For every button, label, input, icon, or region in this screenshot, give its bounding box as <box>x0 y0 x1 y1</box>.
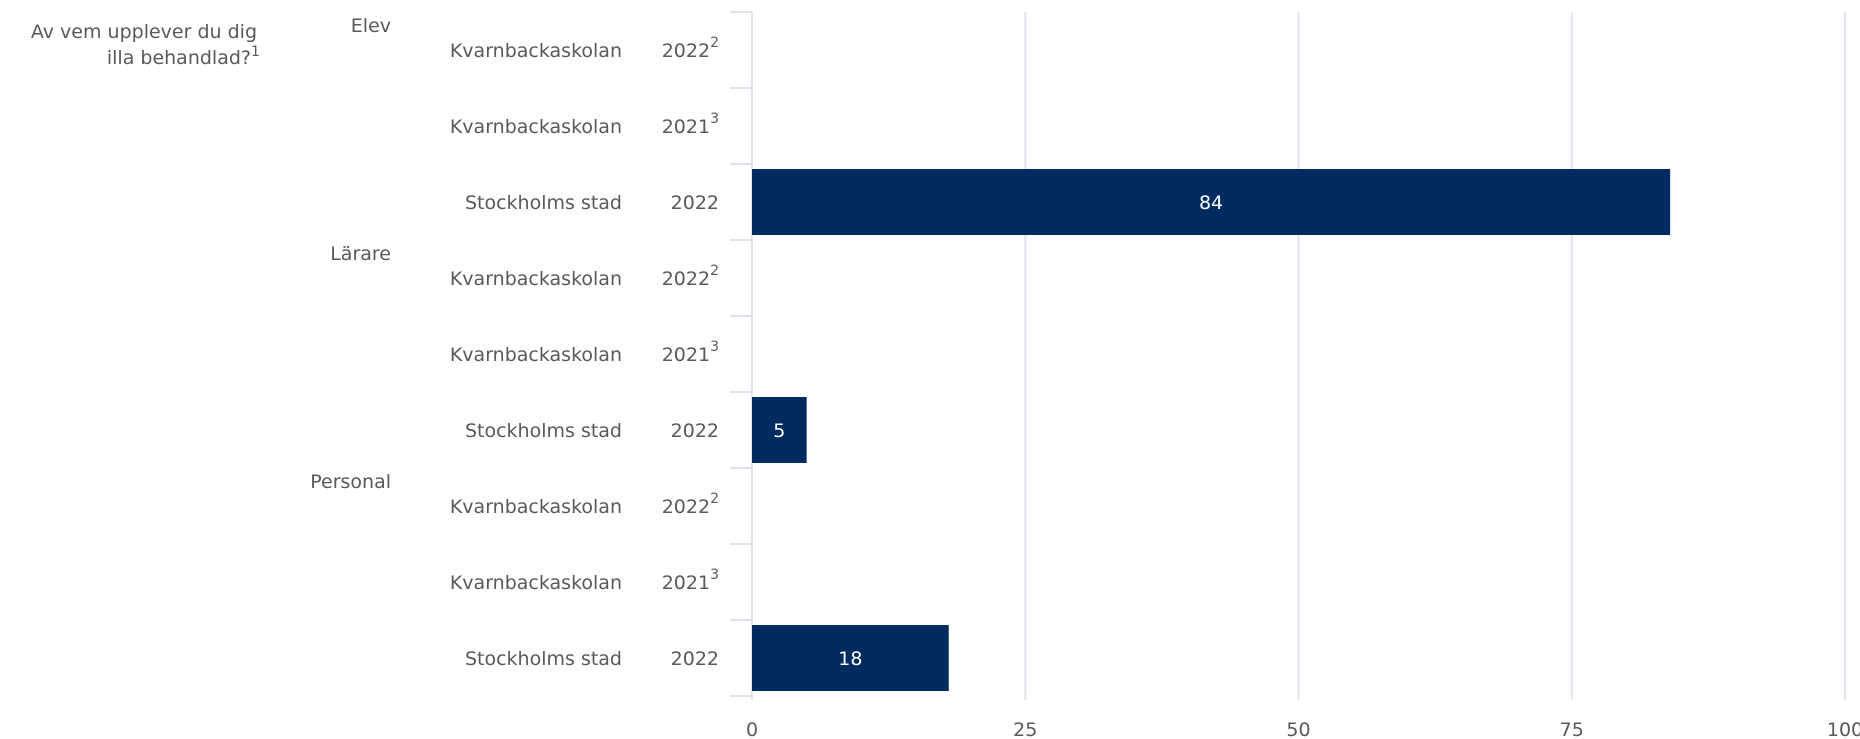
entity-label: Stockholms stad <box>465 648 622 670</box>
year-label: 20222 <box>662 491 719 518</box>
bar <box>752 397 807 463</box>
row-labels: Elev Kvarnbackaskolan 20222 Kvarnbackaskola… <box>310 15 719 670</box>
year-label: 20222 <box>662 35 719 62</box>
year-label: 20222 <box>662 263 719 290</box>
entity-label: Stockholms stad <box>465 192 622 214</box>
entity-label: Stockholms stad <box>465 420 622 442</box>
question-footnote: 1 <box>251 44 260 60</box>
question-text-line2: illa behandlad? <box>107 47 251 69</box>
x-tick-label: 25 <box>1013 719 1037 739</box>
year-label: 2022 <box>671 648 719 670</box>
entity-label: Kvarnbackaskolan <box>450 572 622 594</box>
entity-label: Kvarnbackaskolan <box>450 496 622 518</box>
x-tick-label: 0 <box>746 719 758 739</box>
x-axis-ticks: 0 25 50 75 100 <box>746 719 1860 739</box>
bar <box>752 625 949 691</box>
bar-value-label: 18 <box>838 648 862 670</box>
question-label: Av vem upplever du dig illa behandlad? 1 <box>31 21 260 69</box>
group-label: Personal <box>310 471 391 493</box>
bar-value-label: 5 <box>773 420 785 442</box>
x-tick-label: 50 <box>1286 719 1310 739</box>
bar <box>752 169 1671 235</box>
entity-label: Kvarnbackaskolan <box>450 40 622 62</box>
year-label: 20213 <box>662 111 719 138</box>
gridlines <box>751 12 1846 700</box>
year-label: 2022 <box>671 192 719 214</box>
entity-label: Kvarnbackaskolan <box>450 268 622 290</box>
entity-label: Kvarnbackaskolan <box>450 116 622 138</box>
group-label: Lärare <box>330 243 391 265</box>
year-label: 2022 <box>671 420 719 442</box>
bars: 84 5 18 <box>752 169 1671 691</box>
x-tick-label: 75 <box>1560 719 1584 739</box>
question-text-line1: Av vem upplever du dig <box>31 21 257 43</box>
x-tick-label: 100 <box>1827 719 1860 739</box>
group-label: Elev <box>351 15 391 37</box>
year-label: 20213 <box>662 339 719 366</box>
year-label: 20213 <box>662 567 719 594</box>
category-separators <box>730 11 752 697</box>
entity-label: Kvarnbackaskolan <box>450 344 622 366</box>
bar-value-label: 84 <box>1199 192 1223 214</box>
